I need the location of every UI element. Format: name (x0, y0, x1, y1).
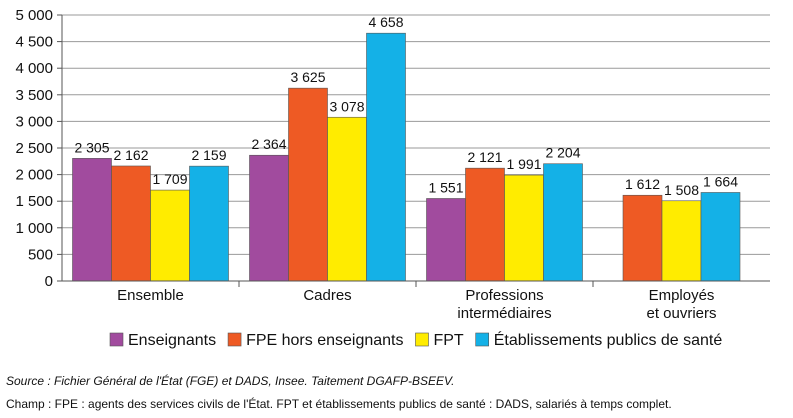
bar (700, 192, 741, 282)
bars (72, 32, 741, 282)
scope-note: Champ : FPE : agents des services civils… (6, 397, 672, 411)
data-label: 1 508 (664, 182, 699, 198)
source-note: Source : Fichier Général de l'État (FGE)… (6, 374, 455, 388)
y-tick-label: 3 000 (15, 113, 53, 130)
data-label: 2 159 (191, 147, 226, 163)
data-label: 2 121 (467, 149, 502, 165)
data-label: 2 162 (113, 147, 148, 163)
data-label: 1 612 (625, 176, 660, 192)
data-label: 1 551 (428, 179, 463, 195)
y-tick-label: 500 (28, 246, 53, 263)
y-tick-label: 2 000 (15, 167, 53, 184)
bar (366, 32, 406, 282)
bar (150, 189, 190, 282)
y-tick-label: 5 000 (15, 7, 53, 24)
legend-entry: FPE hors enseignants (246, 332, 403, 349)
bar (189, 165, 229, 282)
legend-entry: Enseignants (128, 332, 216, 349)
data-label: 2 364 (251, 136, 286, 152)
data-label: 2 305 (74, 139, 109, 155)
bar-chart: 0 500 1 000 1 500 2 000 2 500 3 000 3 500 4 000 4… (15, 7, 770, 349)
data-label: 3 078 (329, 98, 364, 114)
y-tick-label: 4 000 (15, 60, 53, 77)
x-tick-label: et ouvriers (646, 305, 716, 322)
y-tick-label: 1 000 (15, 220, 53, 237)
data-label: 1 709 (152, 171, 187, 187)
bar (504, 174, 544, 282)
bar (465, 167, 505, 282)
bar (661, 200, 702, 282)
bar (426, 198, 466, 282)
legend-entry: FPT (433, 332, 463, 349)
bar (288, 87, 328, 282)
x-tick-label: Employés (649, 287, 715, 304)
data-label: 4 658 (368, 14, 403, 30)
bar (111, 165, 151, 282)
legend-entry: Établissements publics de santé (494, 330, 723, 349)
x-tick-label: intermédiaires (457, 305, 551, 322)
legend-swatch (109, 332, 124, 347)
bar (622, 194, 663, 282)
y-tick-label: 4 500 (15, 34, 53, 51)
y-tick-label: 2 500 (15, 140, 53, 157)
legend-swatch (415, 332, 429, 347)
y-tick-label: 0 (45, 273, 53, 290)
y-axis-ticks: 0 500 1 000 1 500 2 000 2 500 3 000 3 500 4 000 4… (15, 7, 62, 290)
bar (72, 158, 112, 282)
bar (327, 116, 367, 282)
y-tick-label: 1 500 (15, 193, 53, 210)
x-tick-label: Professions (465, 287, 543, 304)
y-tick-label: 3 500 (15, 87, 53, 104)
bar (249, 154, 289, 282)
bar (543, 163, 583, 282)
data-label: 1 664 (703, 173, 738, 189)
x-tick-label: Cadres (303, 287, 351, 304)
axes (61, 15, 770, 287)
legend-swatch (475, 332, 490, 347)
data-label: 3 625 (290, 69, 325, 85)
legend: Enseignants FPE hors enseignants FPT Établi… (109, 330, 723, 349)
data-label: 2 204 (545, 145, 580, 161)
legend-swatch (227, 332, 242, 347)
x-tick-label: Ensemble (117, 287, 184, 304)
data-label: 1 991 (506, 156, 541, 172)
